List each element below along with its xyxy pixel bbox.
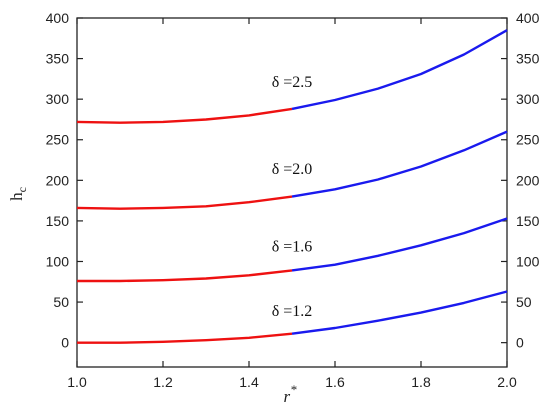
y-tick-label-right: 0 bbox=[516, 335, 524, 351]
series-line-low bbox=[76, 107, 293, 124]
ticks-layer: 1.0 1.2 1.4 1.6 1.8 2.0 0 0 50 50 100 100 150 150 200 2… bbox=[46, 10, 540, 390]
y-axis-title: hc bbox=[7, 187, 29, 201]
y-tick-label-right: 250 bbox=[516, 132, 540, 148]
series-line-low bbox=[77, 269, 293, 283]
series-label: δ =2.0 bbox=[272, 161, 313, 178]
series-line-high bbox=[291, 217, 508, 272]
x-axis-title: r* bbox=[283, 382, 297, 406]
y-tick-label-left: 400 bbox=[46, 10, 70, 26]
curves-layer bbox=[76, 29, 508, 344]
x-axis-title-main: r bbox=[283, 387, 290, 406]
y-axis-title-sub: c bbox=[15, 187, 29, 192]
x-tick-label: 1.8 bbox=[411, 374, 431, 390]
y-tick-label-right: 200 bbox=[516, 172, 540, 188]
y-tick-label-left: 50 bbox=[53, 294, 69, 310]
series-line-high bbox=[291, 29, 508, 111]
series-label: δ =2.5 bbox=[272, 74, 313, 91]
y-tick-label-left: 100 bbox=[46, 253, 70, 269]
y-tick-label-left: 350 bbox=[46, 51, 70, 67]
labels-layer: δ =1.2 δ =1.6 δ =2.0 δ =2.5 bbox=[272, 74, 313, 320]
x-tick-label: 2.0 bbox=[497, 374, 517, 390]
series-line-low bbox=[76, 195, 293, 210]
y-tick-label-left: 300 bbox=[46, 91, 70, 107]
y-tick-label-left: 150 bbox=[46, 213, 70, 229]
y-tick-label-right: 400 bbox=[516, 10, 540, 26]
y-tick-label-right: 300 bbox=[516, 91, 540, 107]
y-tick-label-left: 250 bbox=[46, 132, 70, 148]
series-line-high bbox=[291, 290, 508, 335]
series-line-high bbox=[291, 130, 508, 198]
x-tick-label: 1.4 bbox=[239, 374, 259, 390]
y-tick-label-left: 0 bbox=[61, 335, 69, 351]
y-tick-label-left: 200 bbox=[46, 172, 70, 188]
y-axis-title-main: h bbox=[7, 192, 26, 201]
plot-frame bbox=[76, 17, 508, 368]
x-tick-label: 1.6 bbox=[325, 374, 345, 390]
x-tick-label: 1.2 bbox=[153, 374, 173, 390]
series-label: δ =1.6 bbox=[272, 239, 313, 256]
y-tick-label-right: 50 bbox=[516, 294, 532, 310]
y-tick-label-right: 100 bbox=[516, 253, 540, 269]
x-axis-title-sup: * bbox=[290, 382, 297, 397]
y-tick-label-right: 350 bbox=[516, 51, 540, 67]
series-line-low bbox=[77, 332, 293, 344]
y-tick-label-right: 150 bbox=[516, 213, 540, 229]
series-label: δ =1.2 bbox=[272, 303, 313, 320]
x-tick-label: 1.0 bbox=[67, 374, 87, 390]
